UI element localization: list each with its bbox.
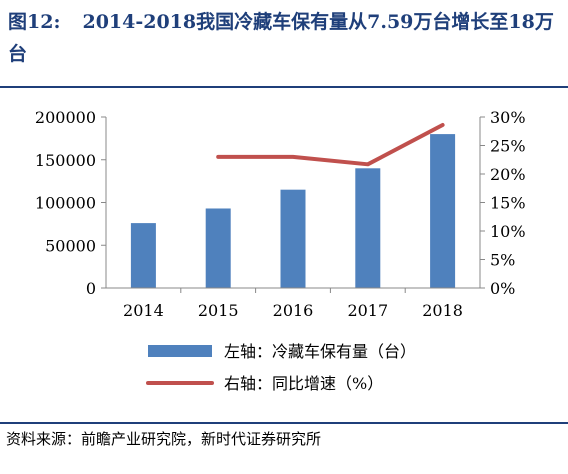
x-tick-label: 2014: [123, 301, 164, 320]
right-tick-label: 5%: [490, 251, 515, 270]
x-axis: 2014 2015 2016 2017 2018: [106, 287, 480, 320]
right-tick-label: 15%: [490, 194, 526, 213]
title-text: 2014-2018我国冷藏车保有量从7.59万台增长至18万台: [8, 11, 554, 65]
top-divider: [0, 86, 568, 88]
bar: [280, 189, 306, 288]
line-series: [216, 122, 445, 167]
right-tick-label: 25%: [490, 137, 526, 156]
x-tick-label: 2016: [273, 301, 314, 320]
growth-line: [216, 122, 445, 167]
bottom-divider: [0, 422, 568, 424]
x-tick-label: 2018: [422, 301, 463, 320]
legend: 左轴：冷藏车保有量（台） 右轴：同比增速（%）: [146, 342, 416, 393]
left-tick-label: 150000: [35, 151, 96, 170]
right-axis: 0% 5% 10% 15% 20% 25% 30%: [479, 108, 526, 298]
left-tick-label: 100000: [35, 194, 96, 213]
bar: [205, 208, 231, 288]
chart: 0 50000 100000 150000 200000 0% 5% 10% 15% 20% 25…: [35, 108, 526, 393]
source-note: 资料来源：前瞻产业研究院，新时代证券研究所: [6, 430, 322, 448]
legend-label-line: 右轴：同比增速（%）: [224, 374, 383, 393]
right-tick-label: 30%: [490, 108, 526, 127]
bar: [130, 223, 156, 288]
left-tick-label: 0: [86, 279, 96, 298]
x-tick-label: 2015: [198, 301, 239, 320]
right-tick-label: 10%: [490, 222, 526, 241]
right-tick-label: 0%: [490, 279, 515, 298]
left-tick-label: 200000: [35, 108, 96, 127]
figure-number: 图12:: [8, 11, 61, 33]
bar: [355, 168, 381, 288]
legend-swatch-bar: [148, 345, 212, 357]
bar-series: [130, 134, 456, 288]
right-tick-label: 20%: [490, 165, 526, 184]
legend-label-bar: 左轴：冷藏车保有量（台）: [224, 342, 416, 361]
x-tick-label: 2017: [347, 301, 388, 320]
bar: [430, 134, 456, 288]
left-tick-label: 50000: [45, 236, 96, 255]
left-axis: 0 50000 100000 150000 200000: [35, 108, 107, 298]
chart-title: 图12: 2014-2018我国冷藏车保有量从7.59万台增长至18万台: [8, 6, 560, 70]
